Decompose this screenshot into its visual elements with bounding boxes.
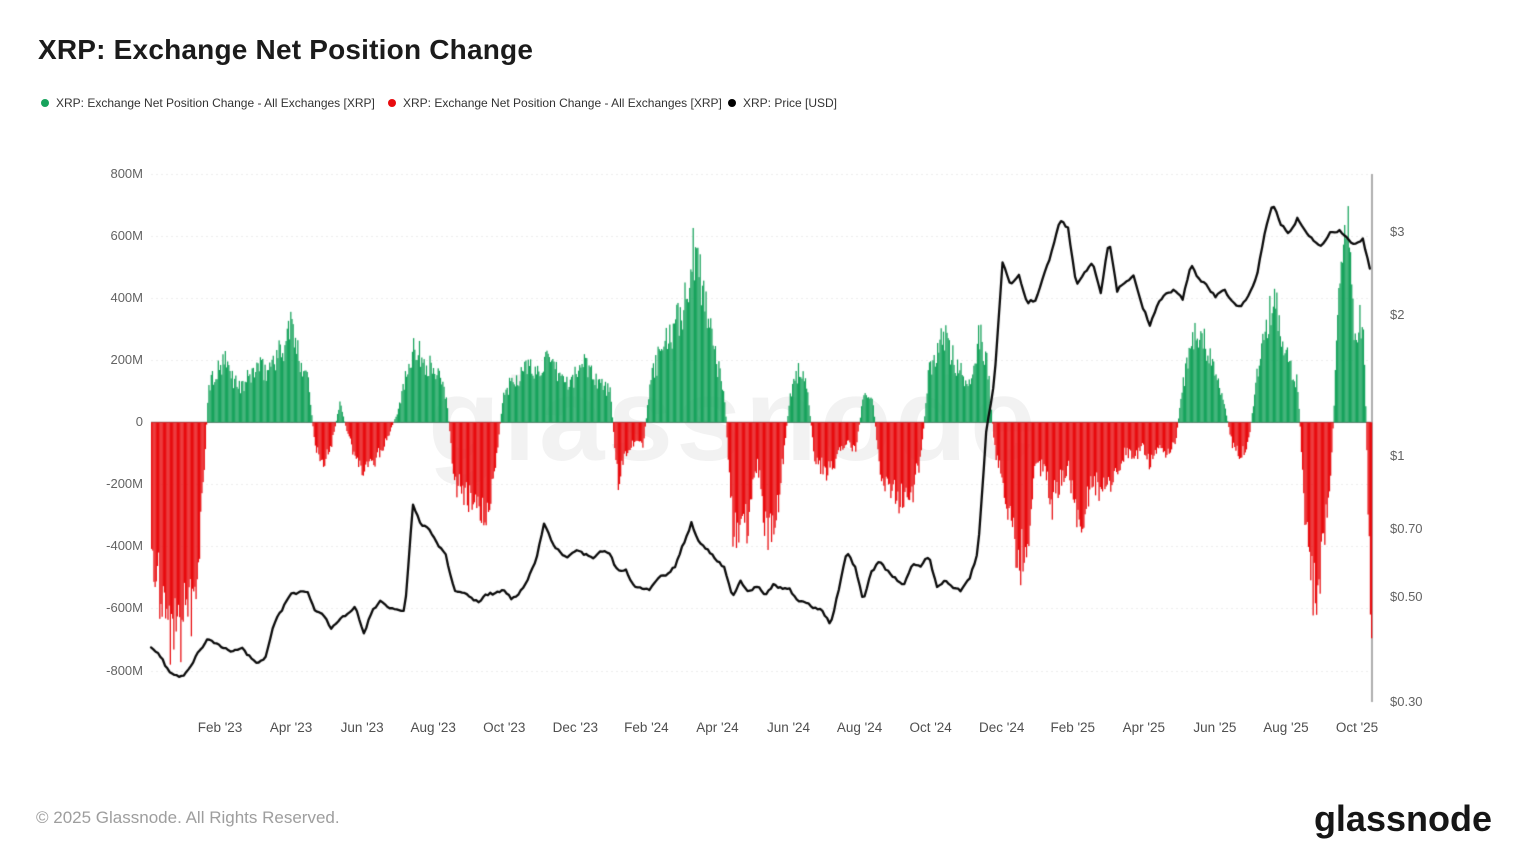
glassnode-logo[interactable]: glassnode [1313, 798, 1492, 839]
left-axis-tick: 0 [135, 414, 143, 430]
x-axis-tick: Apr '24 [696, 720, 739, 735]
copyright-text: © 2025 Glassnode. All Rights Reserved. [36, 808, 340, 827]
left-axis-tick: -400M [106, 538, 143, 554]
right-axis-tick: $2 [1390, 306, 1405, 322]
x-axis-tick: Dec '23 [552, 720, 598, 735]
chart-canvas[interactable] [0, 0, 1536, 770]
right-axis-tick: $1 [1390, 448, 1405, 463]
x-axis-tick: Jun '23 [340, 720, 384, 735]
right-axis-tick: $0.50 [1390, 589, 1423, 605]
left-axis-tick: -600M [106, 600, 143, 616]
right-axis-tick: $3 [1390, 223, 1405, 239]
x-axis-tick: Feb '23 [197, 720, 243, 735]
x-axis-tick: Aug '23 [410, 720, 456, 735]
right-axis-tick: $0.30 [1390, 693, 1423, 709]
x-axis-tick: Feb '25 [1050, 720, 1096, 735]
left-axis-tick: 400M [110, 290, 143, 306]
x-axis-tick: Feb '24 [624, 720, 669, 735]
x-axis-tick: Apr '23 [269, 720, 313, 735]
right-axis-tick: $0.70 [1390, 520, 1423, 536]
x-axis-tick: Aug '24 [836, 720, 883, 735]
x-axis-tick: Oct '23 [483, 720, 526, 735]
left-axis-tick: -200M [106, 476, 143, 492]
left-axis-tick: 800M [110, 166, 143, 182]
x-axis-tick: Dec '24 [979, 720, 1025, 735]
x-axis-tick: Aug '25 [1263, 720, 1309, 735]
left-axis-tick: 200M [110, 352, 143, 368]
left-axis-tick: -800M [106, 662, 143, 678]
x-axis-tick: Apr '25 [1122, 720, 1165, 735]
x-axis-tick: Jun '24 [766, 720, 811, 735]
x-axis-tick: Jun '25 [1193, 720, 1237, 735]
left-axis-tick: 600M [110, 228, 143, 244]
x-axis-tick: Oct '25 [1335, 720, 1379, 735]
x-axis-tick: Oct '24 [909, 720, 952, 735]
